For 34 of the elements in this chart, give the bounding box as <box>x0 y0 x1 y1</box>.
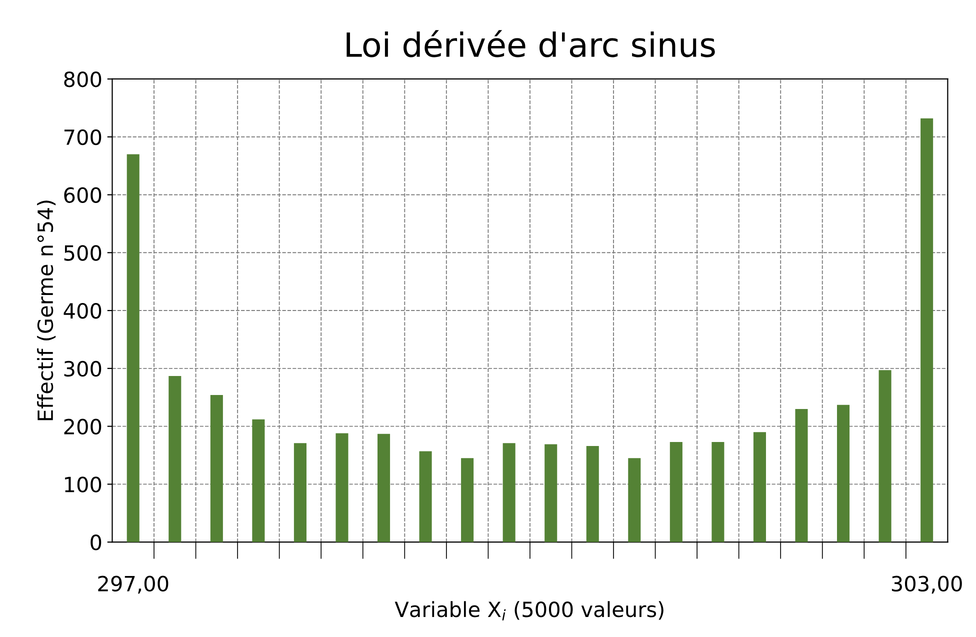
bar <box>712 442 724 542</box>
bar <box>336 433 348 542</box>
bar <box>586 446 599 542</box>
bar <box>210 395 223 542</box>
bar <box>753 432 766 542</box>
y-axis-title: Effectif (Germe n°54) <box>37 200 56 420</box>
y-tick-label: 200 <box>64 418 102 435</box>
bar <box>419 451 432 542</box>
bar <box>377 434 390 542</box>
y-tick-label: 100 <box>65 476 102 492</box>
bar <box>168 376 182 542</box>
bar <box>670 442 682 542</box>
bar <box>795 408 808 542</box>
bar <box>628 458 641 542</box>
bar <box>502 443 516 542</box>
bar <box>126 154 140 542</box>
y-tick-label: 300 <box>64 360 102 377</box>
x-tick-label: 297,00 <box>98 576 168 594</box>
y-tick-label: 0 <box>90 534 102 550</box>
y-tick-label: 600 <box>64 187 102 203</box>
bar <box>837 404 850 542</box>
y-tick-label: 700 <box>64 129 102 146</box>
bar <box>252 419 265 542</box>
bar <box>544 444 558 542</box>
x-axis-title: Variable X$_{i}$ (5000 valeurs) <box>394 601 664 620</box>
y-tick-label: 500 <box>64 245 102 261</box>
y-tick-label: 800 <box>64 71 102 88</box>
y-tick-label: 400 <box>64 302 102 319</box>
bar <box>294 443 306 542</box>
bar <box>461 458 474 542</box>
x-tick-label: 303,00 <box>892 576 962 594</box>
bar <box>920 118 934 542</box>
chart-title: Loi dérivée d'arc sinus <box>346 30 715 58</box>
bar <box>878 370 892 542</box>
